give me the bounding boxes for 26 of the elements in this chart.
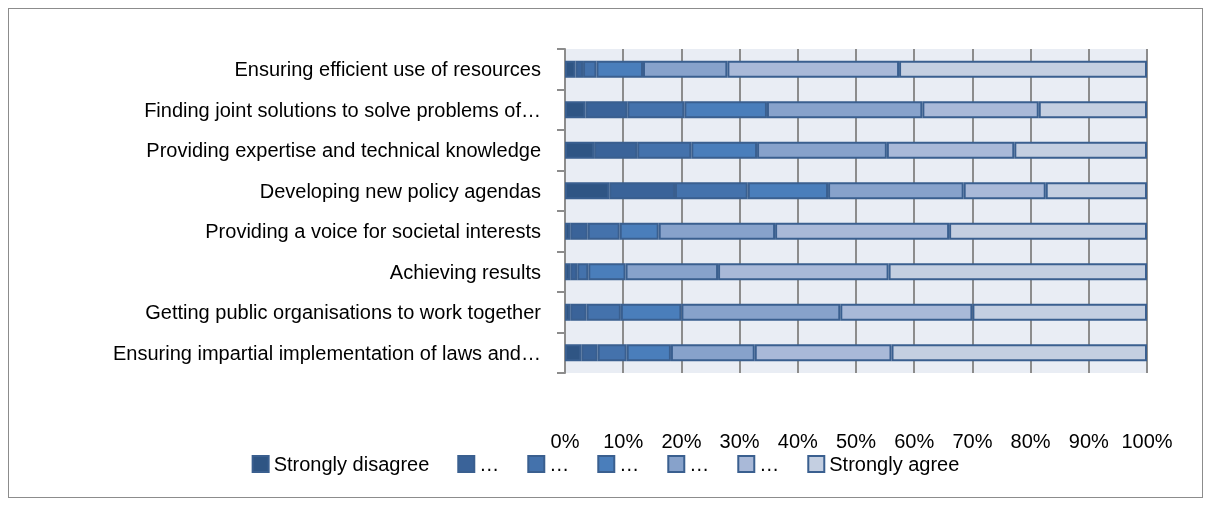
y-tick-label: Developing new policy agendas (259, 179, 541, 202)
legend-label: … (549, 453, 570, 475)
x-tick-label: 100% (1121, 430, 1173, 452)
legend-label: Strongly disagree (273, 453, 430, 475)
x-tick-label: 40% (777, 430, 819, 452)
x-tick-label: 90% (1068, 430, 1110, 452)
x-tick-label: 10% (603, 430, 644, 452)
y-tick-label: Finding joint solutions to solve problems of… (144, 98, 541, 121)
y-tick-label: Getting public organisations to work together (145, 301, 542, 324)
x-tick-label: 50% (835, 430, 877, 452)
x-tick-label: 70% (952, 430, 993, 452)
legend-label: … (479, 453, 500, 475)
legend-label: … (759, 453, 780, 475)
legend-label: … (619, 453, 640, 475)
x-tick-label: 60% (894, 430, 935, 452)
y-tick-label: Providing a voice for societal interests (205, 220, 541, 243)
y-tick-label: Ensuring impartial implementation of laws and… (113, 341, 541, 364)
legend-label: … (689, 453, 710, 475)
x-tick-label: 30% (719, 430, 760, 452)
y-tick-label: Ensuring efficient use of resources (234, 58, 541, 81)
x-tick-label: 20% (661, 430, 702, 452)
x-tick-label: 0% (550, 430, 580, 452)
x-tick-label: 80% (1010, 430, 1051, 452)
legend-label: Strongly agree (829, 453, 960, 475)
y-tick-label: Achieving results (389, 260, 541, 283)
y-tick-label: Providing expertise and technical knowledge (146, 139, 541, 162)
